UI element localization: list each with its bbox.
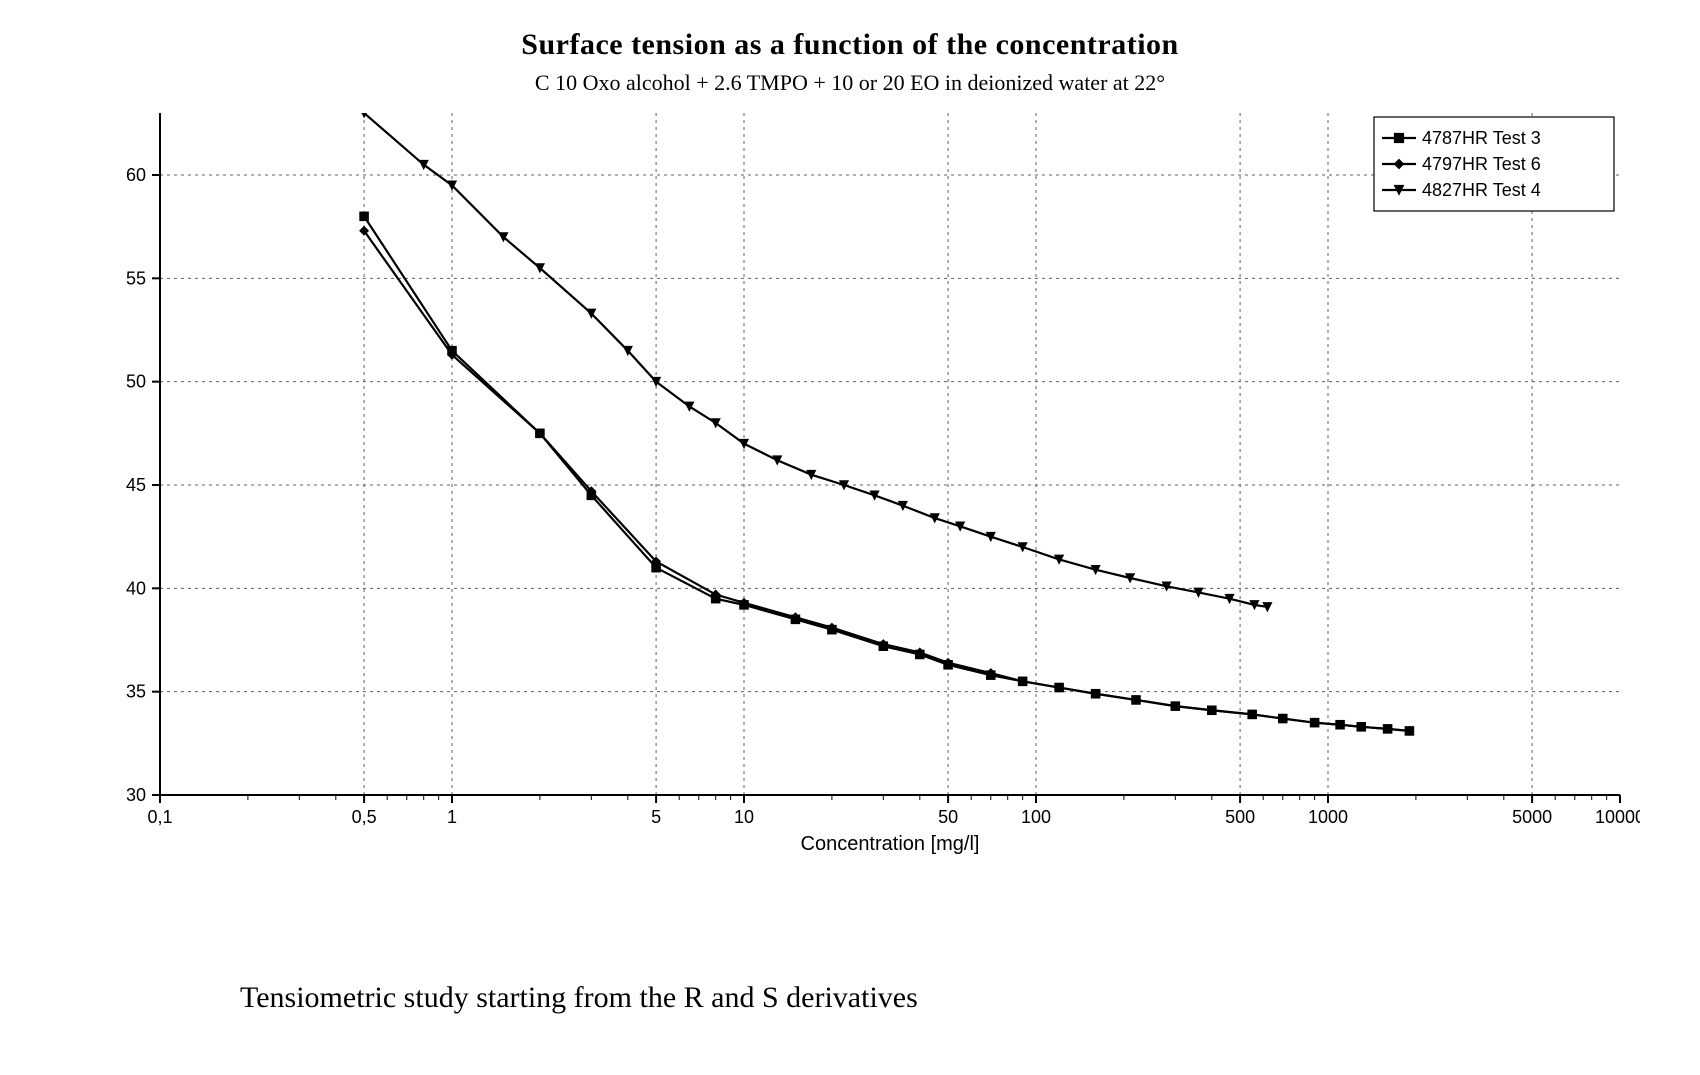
svg-text:5000: 5000 xyxy=(1512,807,1552,827)
svg-text:100: 100 xyxy=(1021,807,1051,827)
svg-text:55: 55 xyxy=(126,268,146,288)
svg-text:50: 50 xyxy=(126,372,146,392)
chart-title: Surface tension as a function of the con… xyxy=(0,28,1700,62)
svg-text:1: 1 xyxy=(447,807,457,827)
legend-item-label: 4827HR Test 4 xyxy=(1422,180,1541,200)
surface-tension-chart: 30 35 40 45 50 55 60 0,1 0,5 1 5 10 50 100 500 1000 5000… xyxy=(100,105,1640,865)
svg-text:0,1: 0,1 xyxy=(147,807,172,827)
svg-text:1000: 1000 xyxy=(1308,807,1348,827)
chart-container: 30 35 40 45 50 55 60 0,1 0,5 1 5 10 50 100 500 1000 5000… xyxy=(100,105,1640,865)
svg-text:60: 60 xyxy=(126,165,146,185)
svg-text:500: 500 xyxy=(1225,807,1255,827)
svg-text:10: 10 xyxy=(734,807,754,827)
svg-text:45: 45 xyxy=(126,475,146,495)
svg-text:40: 40 xyxy=(126,578,146,598)
legend: 4787HR Test 3 4797HR Test 6 4827HR Test 4 xyxy=(1374,117,1614,211)
svg-text:10000: 10000 xyxy=(1595,807,1640,827)
legend-item-label: 4797HR Test 6 xyxy=(1422,154,1541,174)
chart-subtitle: C 10 Oxo alcohol + 2.6 TMPO + 10 or 20 E… xyxy=(0,70,1700,96)
svg-text:5: 5 xyxy=(651,807,661,827)
svg-text:30: 30 xyxy=(126,785,146,805)
svg-text:50: 50 xyxy=(938,807,958,827)
svg-text:0,5: 0,5 xyxy=(352,807,377,827)
svg-text:Concentration [mg/l]: Concentration [mg/l] xyxy=(801,833,980,855)
legend-item-label: 4787HR Test 3 xyxy=(1422,128,1541,148)
svg-text:35: 35 xyxy=(126,682,146,702)
figure-caption: Tensiometric study starting from the R a… xyxy=(240,981,918,1015)
